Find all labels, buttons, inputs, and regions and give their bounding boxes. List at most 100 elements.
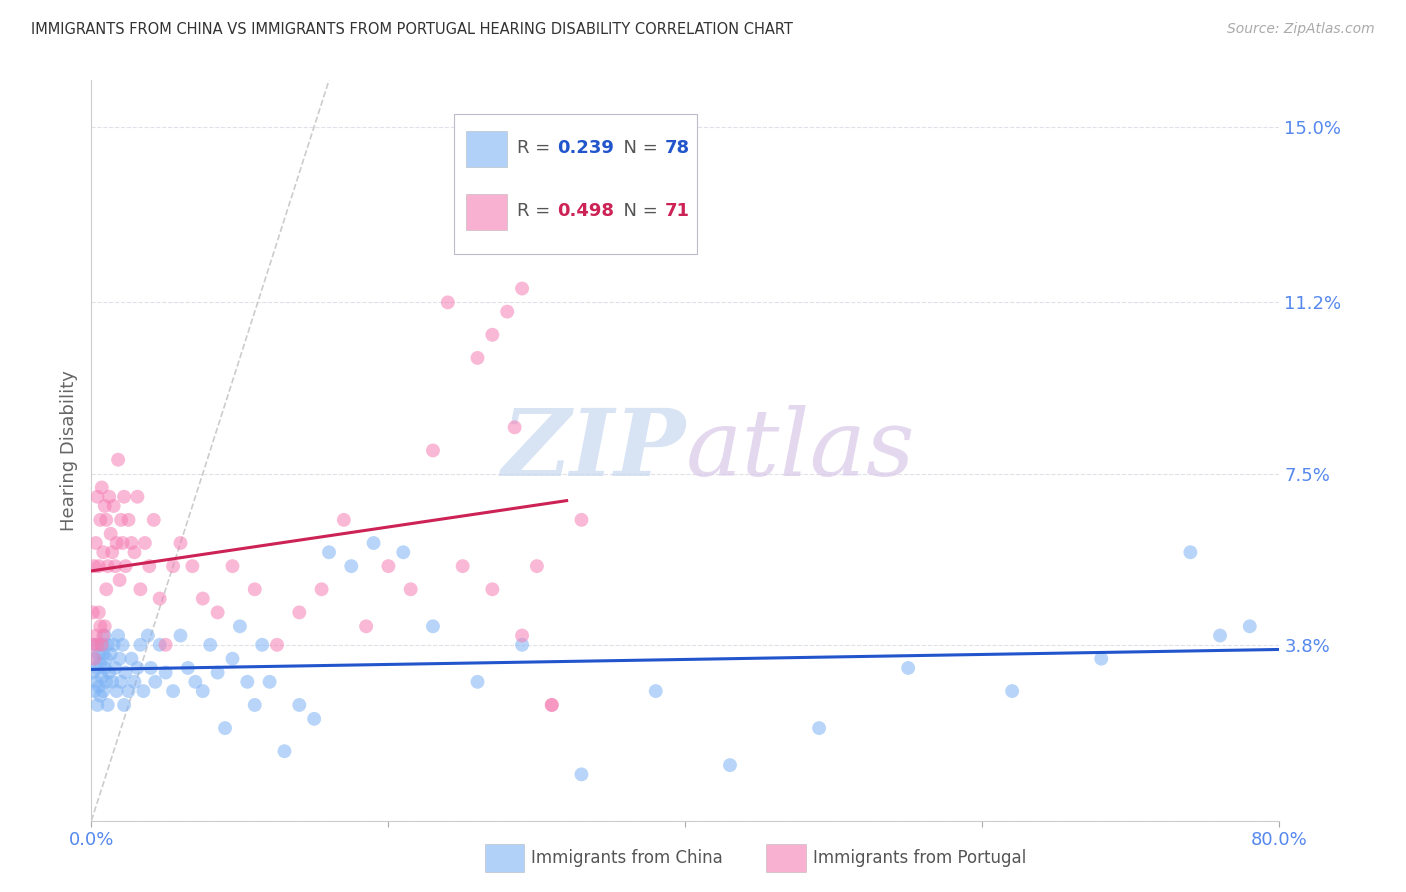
Point (162, 684, 184, 698)
Point (84, 674, 107, 689)
Point (149, 591, 172, 606)
Point (221, 651, 243, 665)
Point (129, 582, 152, 597)
Text: 0.498: 0.498 (557, 202, 614, 220)
Point (111, 638, 134, 652)
Point (87, 647, 110, 661)
Point (97, 638, 120, 652)
Point (155, 665, 177, 680)
Point (86, 661, 108, 675)
Point (101, 545, 124, 559)
Point (136, 628, 159, 642)
Point (1239, 619, 1261, 633)
Text: IMMIGRANTS FROM CHINA VS IMMIGRANTS FROM PORTUGAL HEARING DISABILITY CORRELATION: IMMIGRANTS FROM CHINA VS IMMIGRANTS FROM… (31, 22, 793, 37)
Point (84, 536, 107, 550)
Point (112, 698, 135, 712)
Point (243, 582, 266, 597)
Point (127, 490, 149, 504)
Point (354, 619, 377, 633)
Point (89, 657, 111, 671)
Point (169, 628, 191, 642)
Point (96, 582, 118, 597)
Point (503, 420, 526, 434)
Text: Source: ZipAtlas.com: Source: ZipAtlas.com (1227, 22, 1375, 37)
Point (266, 638, 288, 652)
Point (124, 545, 146, 559)
Point (105, 536, 128, 550)
Point (149, 638, 172, 652)
Point (169, 536, 191, 550)
Point (90, 481, 112, 495)
Text: R =: R = (517, 202, 555, 220)
Point (91, 647, 114, 661)
Text: R =: R = (517, 139, 555, 157)
Point (114, 665, 136, 680)
Point (87, 680, 110, 694)
Point (117, 513, 139, 527)
Point (98, 665, 121, 680)
Point (1001, 684, 1024, 698)
Point (138, 559, 160, 574)
Point (100, 526, 122, 541)
Point (108, 651, 131, 665)
Point (103, 499, 125, 513)
Text: 0.239: 0.239 (557, 139, 614, 157)
Point (98, 490, 121, 504)
Point (90, 638, 112, 652)
Point (96, 674, 118, 689)
Point (84, 628, 107, 642)
Point (808, 721, 831, 735)
Point (143, 674, 166, 689)
Point (110, 674, 132, 689)
Text: N =: N = (612, 202, 664, 220)
Point (129, 638, 152, 652)
Point (259, 674, 281, 689)
Text: 78: 78 (665, 139, 690, 157)
Point (111, 536, 134, 550)
Point (422, 619, 444, 633)
Point (526, 559, 548, 574)
Point (96, 651, 118, 665)
Point (134, 536, 156, 550)
Point (84, 638, 107, 652)
Point (571, 513, 593, 527)
Point (184, 674, 207, 689)
Point (105, 684, 128, 698)
FancyBboxPatch shape (465, 194, 508, 229)
Point (214, 721, 236, 735)
Point (124, 674, 146, 689)
Point (86, 638, 108, 652)
Point (104, 661, 127, 675)
Point (89, 689, 111, 703)
Point (207, 606, 229, 620)
Point (340, 559, 363, 574)
Text: N =: N = (612, 139, 664, 157)
Point (83, 651, 105, 665)
Point (89, 619, 111, 633)
Point (91, 684, 114, 698)
FancyBboxPatch shape (465, 131, 508, 167)
Point (94, 661, 117, 675)
Point (181, 559, 204, 574)
Point (436, 295, 458, 310)
Text: atlas: atlas (685, 406, 915, 495)
Point (363, 536, 385, 550)
Text: Immigrants from Portugal: Immigrants from Portugal (813, 849, 1026, 867)
Point (467, 351, 489, 365)
Point (377, 559, 399, 574)
Point (91, 628, 114, 642)
Point (110, 513, 132, 527)
Point (87, 559, 110, 574)
Point (207, 665, 229, 680)
Point (94, 628, 117, 642)
Point (104, 559, 127, 574)
Point (302, 712, 325, 726)
Point (91, 545, 114, 559)
Point (481, 327, 503, 342)
Point (103, 638, 125, 652)
Point (97, 559, 120, 574)
Point (108, 573, 131, 587)
Point (644, 684, 666, 698)
Point (1180, 545, 1202, 559)
Point (86, 698, 108, 712)
